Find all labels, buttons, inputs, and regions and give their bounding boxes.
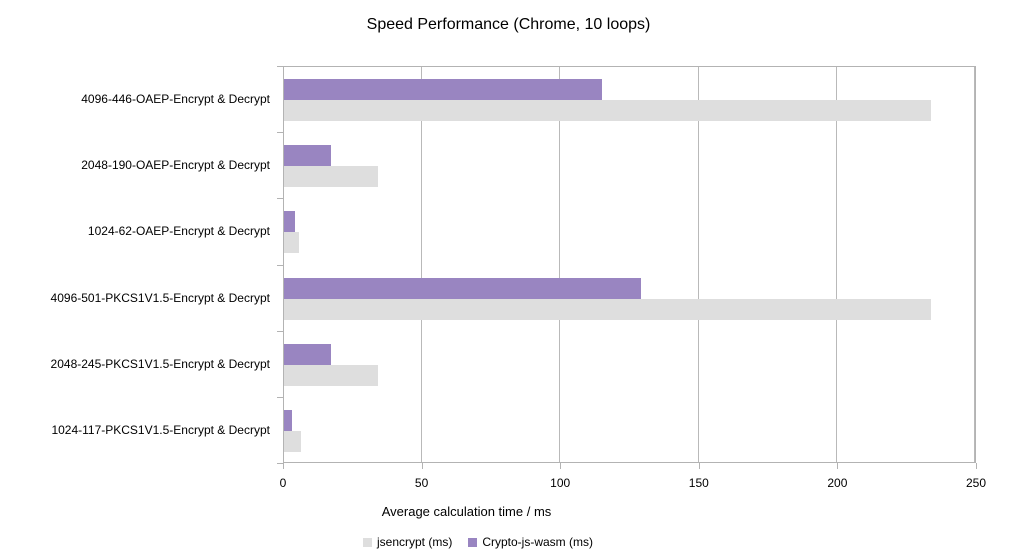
category-label: 4096-446-OAEP-Encrypt & Decrypt [81,92,270,107]
y-axis-tick [277,463,283,464]
y-axis-tick [277,330,283,332]
legend-swatch-crypto-js-wasm [468,537,478,547]
y-axis-tick [277,132,283,134]
gridline [697,67,699,462]
y-axis-tick [277,198,283,200]
x-axis-tick [421,463,423,469]
bar-jsencrypt [284,430,301,452]
bar-group [284,133,975,199]
bar-group [284,398,975,464]
plot-area [283,66,976,463]
category-label: 4096-501-PKCS1V1.5-Encrypt & Decrypt [50,290,270,305]
x-axis-tick [560,463,562,469]
x-axis-tick [976,463,977,469]
x-tick-label: 250 [965,476,987,490]
bar-jsencrypt [284,232,300,254]
bar-jsencrypt [284,100,931,122]
x-axis-tick [698,463,700,469]
y-axis-tick [277,66,283,67]
bar-crypto-js-wasm [284,211,296,233]
y-axis-tick [277,396,283,398]
bar-group [284,332,975,398]
bar-crypto-js-wasm [284,79,602,101]
gridline [559,67,561,462]
bar-crypto-js-wasm [284,145,331,167]
bar-crypto-js-wasm [284,343,331,365]
bar-crypto-js-wasm [284,409,293,431]
bar-jsencrypt [284,298,931,320]
x-tick-label: 150 [688,476,709,490]
x-tick-label: 0 [279,476,287,490]
legend-item-jsencrypt: jsencrypt (ms) [362,535,453,549]
bar-group [284,199,975,265]
bar-crypto-js-wasm [284,277,641,299]
category-label: 1024-62-OAEP-Encrypt & Decrypt [87,224,270,239]
chart-title: Speed Performance (Chrome, 10 loops) [366,16,651,33]
x-axis-tick [837,463,839,469]
legend-item-crypto-js-wasm: Crypto-js-wasm (ms) [468,535,593,549]
x-tick-label: 50 [414,476,429,490]
legend-label-crypto-js-wasm: Crypto-js-wasm (ms) [482,535,593,549]
x-tick-label: 200 [827,476,848,490]
bar-jsencrypt [284,166,378,188]
bar-group [284,266,975,332]
x-axis-tick [283,463,284,469]
legend-label-jsencrypt: jsencrypt (ms) [376,535,453,549]
y-axis-tick [277,264,283,266]
gridline [974,67,975,462]
legend: jsencrypt (ms) Crypto-js-wasm (ms) [0,535,956,549]
category-label: 2048-245-PKCS1V1.5-Encrypt & Decrypt [50,356,270,371]
category-label: 1024-117-PKCS1V1.5-Encrypt & Decrypt [51,422,270,437]
gridline [421,67,423,462]
x-axis-title: Average calculation time / ms [381,504,552,519]
bar-jsencrypt [284,364,378,386]
category-axis-labels: 4096-446-OAEP-Encrypt & Decrypt 2048-190-… [0,66,277,463]
legend-swatch-jsencrypt [362,537,372,547]
bar-group [284,67,975,133]
category-label: 2048-190-OAEP-Encrypt & Decrypt [81,158,270,173]
gridline [835,67,837,462]
x-tick-label: 100 [550,476,571,490]
